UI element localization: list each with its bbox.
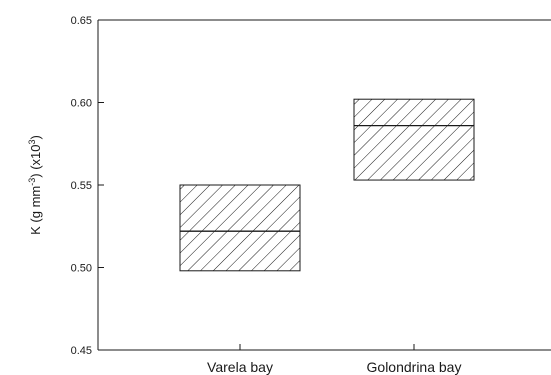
y-tick-label-4: 0.65 [71, 15, 92, 27]
y-tick-label-3: 0.60 [71, 98, 92, 110]
y-tick-label-0: 0.45 [71, 345, 92, 357]
y-axis-title: K (g mm-3) (x103) [27, 135, 43, 235]
y-axis-title-pre: K (g mm [28, 186, 43, 235]
box-0 [179, 184, 301, 272]
y-axis-title-post: ) [28, 135, 43, 139]
y-tick-label-1: 0.50 [71, 263, 92, 275]
box-1 [353, 98, 475, 181]
x-category-label-0: Varela bay [207, 359, 273, 375]
x-category-labels: Varela bay Golondrina bay [207, 344, 461, 375]
y-axis-title-sup2: 3 [27, 139, 37, 144]
y-tick-label-2: 0.55 [71, 180, 92, 192]
x-category-label-1: Golondrina bay [367, 359, 462, 375]
y-axis-title-mid: ) (x10 [28, 144, 43, 177]
boxes [179, 98, 475, 272]
y-axis-title-sup1: -3 [27, 178, 37, 186]
y-ticks: 0.45 0.50 0.55 0.60 0.65 [71, 15, 104, 357]
